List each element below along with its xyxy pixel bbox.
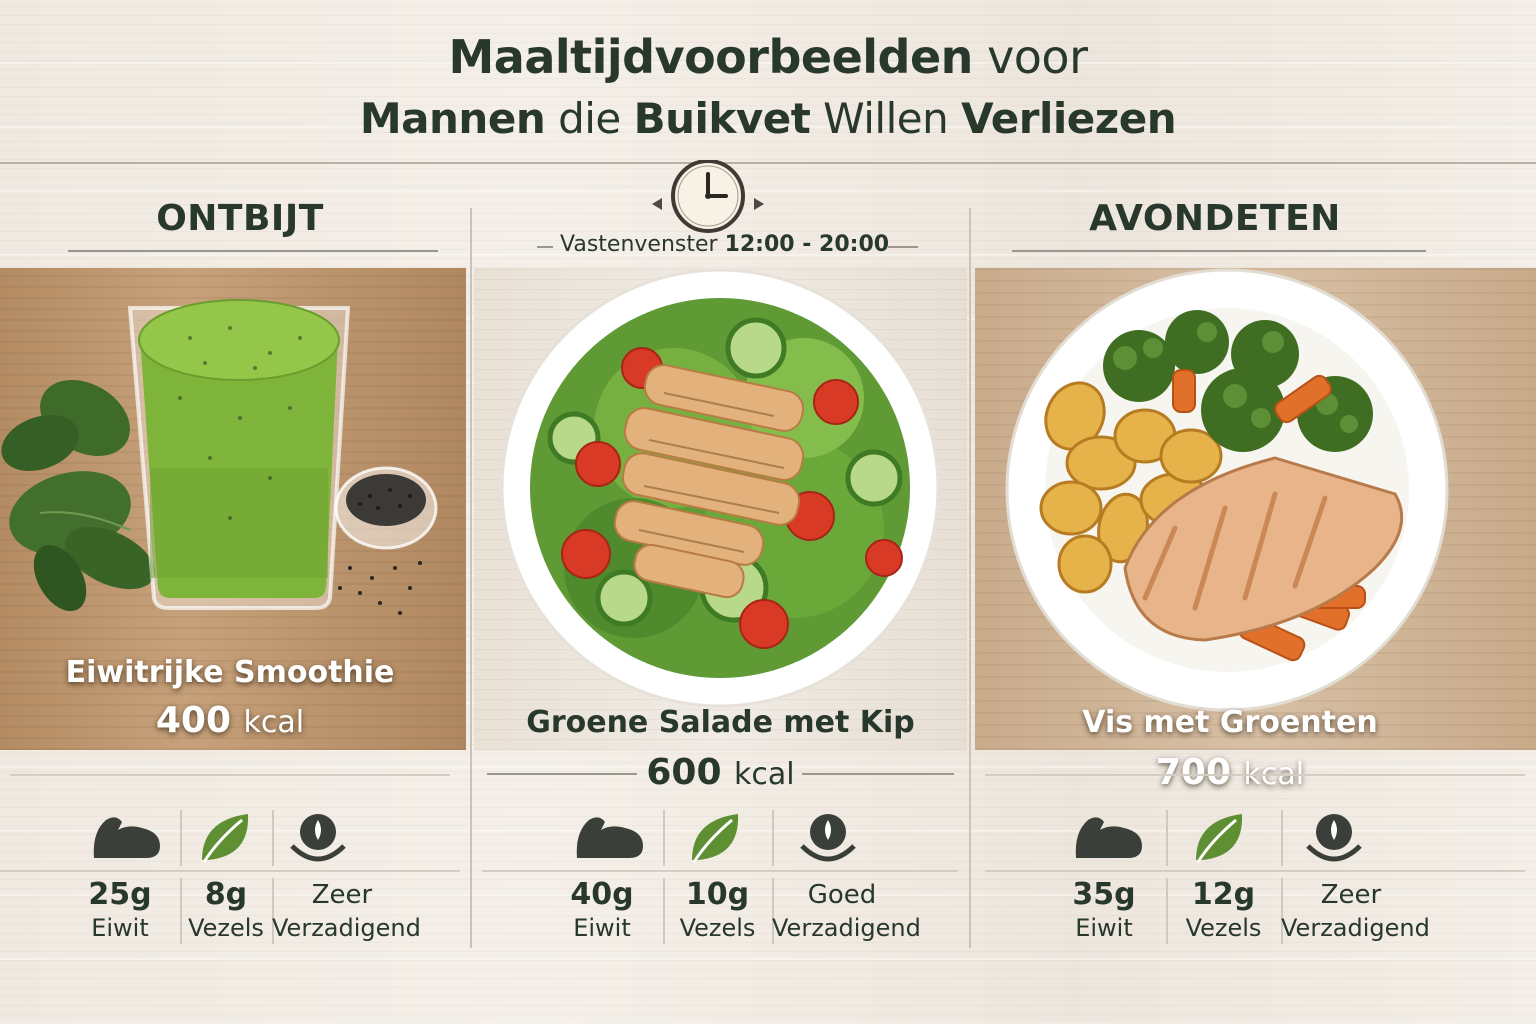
stats-divider	[985, 774, 1525, 776]
stat-value: 10g	[685, 877, 750, 912]
stat-protein-dinner: 35g Eiwit	[1050, 878, 1158, 944]
stat-satiety-lunch: Goed Verzadigend	[772, 878, 921, 944]
kcal-line-left	[487, 773, 637, 775]
stat-fiber-dinner: 12g Vezels	[1166, 878, 1281, 944]
dish-kcal-lunch: 600 kcal	[474, 752, 967, 793]
satiety-icon	[290, 814, 346, 862]
title-line1-light: voor	[987, 30, 1088, 84]
title-word: die	[558, 94, 621, 143]
muscle-icon	[576, 817, 643, 858]
section-title-breakfast: ONTBIJT	[156, 198, 324, 239]
stat-label: Verzadigend	[1281, 914, 1430, 942]
stat-label: Eiwit	[1075, 914, 1133, 942]
stat-separator	[1281, 810, 1283, 866]
stats-row-divider	[985, 870, 1525, 872]
fasting-window-time: 12:00 - 20:00	[724, 232, 890, 257]
stat-fiber-breakfast: 8g Vezels	[180, 878, 272, 944]
stat-separator	[1281, 878, 1283, 944]
stat-value: 35g	[1072, 877, 1136, 912]
title-word: Mannen	[359, 94, 546, 143]
stat-separator	[1166, 878, 1168, 944]
leaf-icon	[692, 814, 739, 863]
stats-row-divider	[482, 870, 958, 872]
stat-label: Vezels	[188, 914, 264, 942]
page-title-line2: Mannen die Buikvet Willen Verliezen	[0, 94, 1536, 143]
smoothie-illustration	[1, 299, 438, 615]
muscle-icon	[93, 817, 160, 858]
title-divider	[0, 162, 1536, 164]
dish-kcal-dinner: 700 kcal	[1025, 752, 1435, 793]
salad-photo	[474, 268, 967, 750]
stat-separator	[772, 878, 774, 944]
stat-label: Eiwit	[91, 914, 149, 942]
kcal-unit: kcal	[734, 757, 795, 792]
kcal-value: 600	[646, 752, 722, 793]
clock-icon	[652, 160, 764, 233]
stat-label: Vezels	[679, 914, 756, 942]
salad-illustration	[500, 268, 940, 708]
stat-protein-lunch: 40g Eiwit	[550, 878, 654, 944]
stats-divider	[10, 774, 450, 776]
fasting-window-label: Vastenvenster 12:00 - 20:00	[560, 232, 889, 257]
kcal-value: 700	[1155, 752, 1231, 793]
kcal-unit: kcal	[243, 705, 305, 740]
column-divider	[470, 208, 472, 948]
stat-value: Goed	[807, 880, 877, 910]
page-title-line1: Maaltijdvoorbeelden voor	[0, 30, 1536, 84]
section-title-dinner: AVONDETEN	[1089, 198, 1341, 239]
stat-value: 12g	[1191, 877, 1256, 912]
kcal-line-right	[802, 773, 954, 775]
dish-name-breakfast: Eiwitrijke Smoothie	[65, 655, 395, 690]
stat-value: 25g	[88, 877, 152, 912]
stat-label: Eiwit	[573, 914, 631, 942]
stat-label: Verzadigend	[272, 914, 421, 942]
stat-value: Zeer	[1320, 880, 1382, 910]
stat-separator	[272, 878, 274, 944]
satiety-icon	[800, 814, 856, 862]
stat-label: Verzadigend	[772, 914, 921, 942]
stat-fiber-lunch: 10g Vezels	[663, 878, 772, 944]
section-underline	[68, 250, 438, 252]
stats-row-divider	[0, 870, 460, 872]
stat-satiety-breakfast: Zeer Verzadigend	[272, 878, 421, 944]
stat-separator	[663, 878, 665, 944]
leaf-icon	[1196, 814, 1243, 863]
stat-separator	[180, 878, 182, 944]
column-divider	[969, 208, 971, 948]
title-word: Buikvet	[633, 94, 811, 143]
stat-separator	[663, 810, 665, 866]
kcal-value: 400	[155, 700, 231, 741]
stat-value: Zeer	[311, 880, 373, 910]
title-word: Verliezen	[961, 94, 1177, 143]
window-line-left	[537, 246, 553, 248]
stat-protein-breakfast: 25g Eiwit	[70, 878, 170, 944]
fish-illustration	[1005, 268, 1449, 712]
stat-separator	[772, 810, 774, 866]
stat-separator	[1166, 810, 1168, 866]
title-word: Willen	[823, 94, 949, 143]
stat-value: 8g	[204, 877, 248, 912]
section-underline	[1012, 250, 1426, 252]
muscle-icon	[1075, 817, 1142, 858]
stat-separator	[272, 810, 274, 866]
leaf-icon	[202, 814, 249, 863]
fish-photo	[975, 268, 1536, 750]
stat-satiety-dinner: Zeer Verzadigend	[1281, 878, 1430, 944]
dish-name-dinner: Vis met Groenten	[1082, 705, 1378, 740]
smoothie-photo	[0, 268, 466, 750]
title-line1-bold: Maaltijdvoorbeelden	[448, 30, 974, 84]
window-line-right	[888, 246, 918, 248]
stat-label: Vezels	[1185, 914, 1262, 942]
stat-value: 40g	[570, 877, 634, 912]
dish-kcal-breakfast: 400 kcal	[30, 700, 430, 741]
satiety-icon	[1306, 814, 1362, 862]
dish-name-lunch: Groene Salade met Kip	[526, 705, 915, 740]
stat-separator	[180, 810, 182, 866]
fasting-window-text: Vastenvenster	[560, 232, 718, 257]
